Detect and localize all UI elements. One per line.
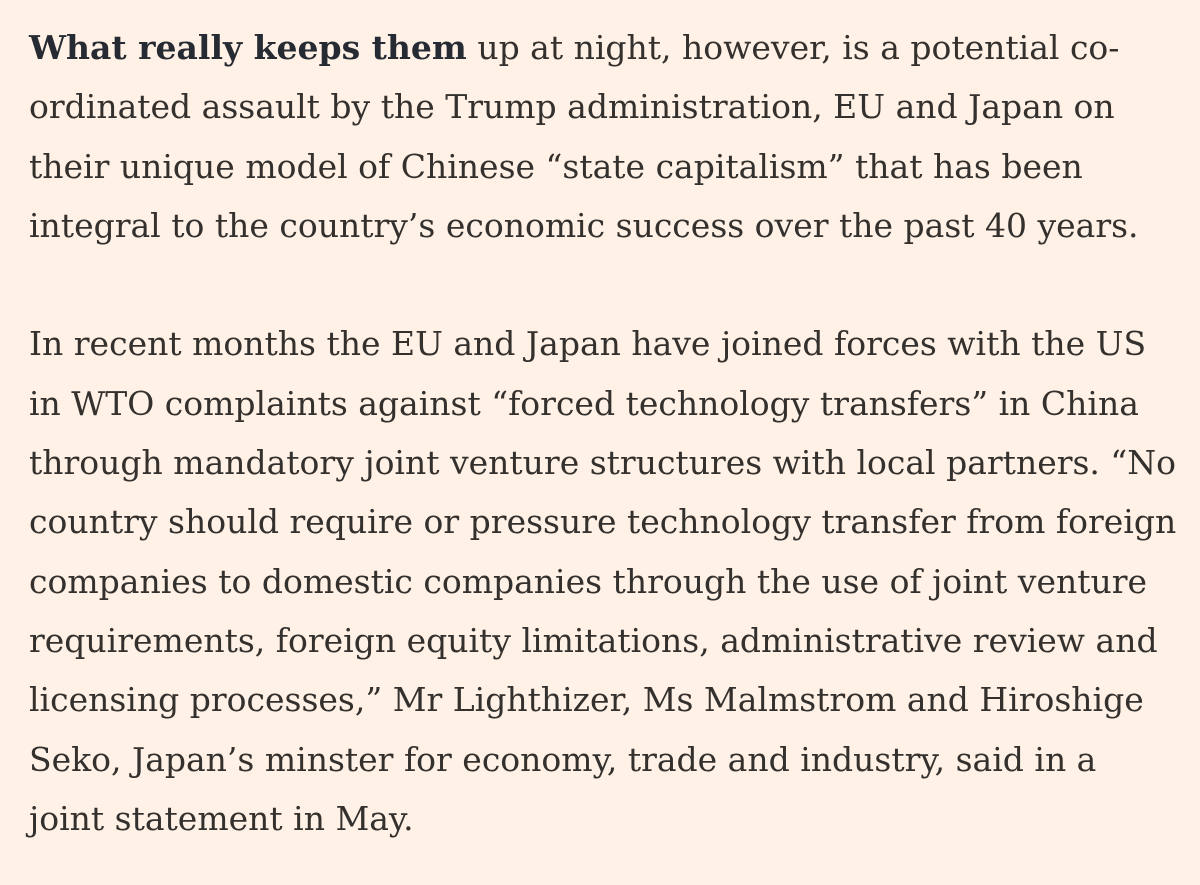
paragraph-line: joint statement in May. <box>29 798 414 838</box>
lead-in-text: What really keeps them <box>29 28 467 67</box>
paragraph-line: companies to domestic companies through … <box>29 561 1148 601</box>
paragraph-1: What really keeps them up at night, howe… <box>29 18 1189 255</box>
paragraph-line: requirements, foreign equity limitations… <box>29 620 1158 660</box>
article-body: What really keeps them up at night, howe… <box>29 18 1189 848</box>
paragraph-line: ordinated assault by the Trump administr… <box>29 87 1115 127</box>
paragraph-line: licensing processes,” Mr Lighthizer, Ms … <box>29 680 1144 720</box>
paragraph-line: through mandatory joint venture structur… <box>29 443 1177 483</box>
paragraph-line: In recent months the EU and Japan have j… <box>29 324 1147 364</box>
paragraph-line: their unique model of Chinese “state cap… <box>29 146 1083 186</box>
paragraph-line: integral to the country’s economic succe… <box>29 205 1139 245</box>
paragraph-line: What really keeps them up at night, howe… <box>29 18 1189 77</box>
paragraph-spacing <box>29 255 1189 314</box>
paragraph-line: Seko, Japan’s minster for economy, trade… <box>29 739 1097 779</box>
paragraph-2: In recent months the EU and Japan have j… <box>29 314 1189 848</box>
paragraph-line: in WTO complaints against “forced techno… <box>29 383 1139 423</box>
paragraph-line: country should require or pressure techn… <box>29 502 1177 542</box>
paragraph-line-rest: up at night, however, is a potential co- <box>466 28 1120 67</box>
